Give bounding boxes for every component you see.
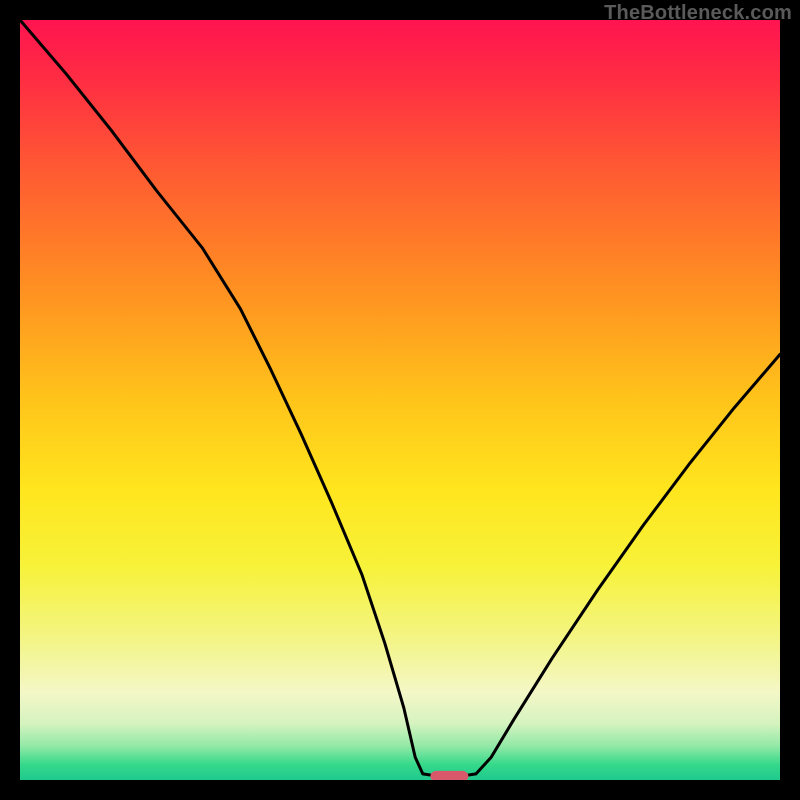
chart-plot-area <box>20 20 780 780</box>
chart-stage: TheBottleneck.com <box>0 0 800 800</box>
optimal-marker <box>430 771 468 782</box>
watermark-text: TheBottleneck.com <box>604 2 792 25</box>
bottleneck-chart <box>0 0 800 800</box>
